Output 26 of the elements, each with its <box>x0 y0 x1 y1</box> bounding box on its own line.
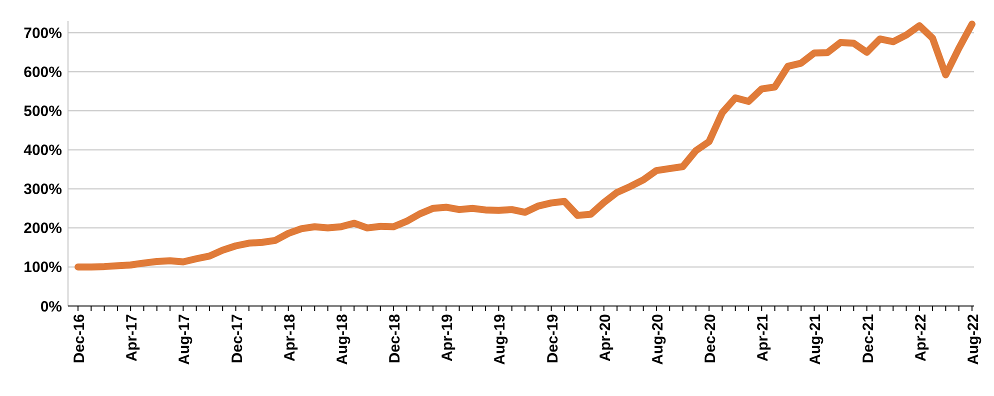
x-tick-label: Dec-17 <box>228 314 246 364</box>
x-tick-label: Aug-17 <box>176 314 194 365</box>
x-tick-label: Dec-19 <box>544 314 562 364</box>
x-tick-label: Dec-16 <box>71 314 88 364</box>
x-tick-label: Aug-21 <box>807 314 824 365</box>
x-tick-label: Aug-22 <box>965 314 982 365</box>
y-tick-label: 0% <box>40 298 62 316</box>
x-tick-label: Dec-18 <box>386 314 404 364</box>
y-tick-label: 500% <box>24 103 62 120</box>
x-tick-label: Apr-18 <box>281 314 298 362</box>
y-tick-label: 600% <box>24 64 62 82</box>
x-tick-label: Apr-22 <box>912 314 930 362</box>
x-tick-label: Dec-20 <box>702 314 720 364</box>
y-tick-label: 700% <box>24 24 62 42</box>
x-tick-label: Apr-20 <box>596 314 614 362</box>
x-tick-label: Aug-18 <box>334 314 351 365</box>
y-tick-label: 300% <box>24 181 62 198</box>
x-tick-label: Dec-21 <box>860 314 877 364</box>
y-tick-label: 100% <box>24 259 62 276</box>
y-tick-label: 400% <box>24 142 62 160</box>
x-tick-label: Apr-17 <box>124 314 141 362</box>
x-tick-label: Apr-21 <box>754 314 772 362</box>
x-tick-label: Apr-19 <box>439 314 456 362</box>
x-tick-label: Aug-19 <box>492 314 509 365</box>
y-tick-label: 200% <box>24 220 62 238</box>
x-tick-label: Aug-20 <box>649 314 666 365</box>
